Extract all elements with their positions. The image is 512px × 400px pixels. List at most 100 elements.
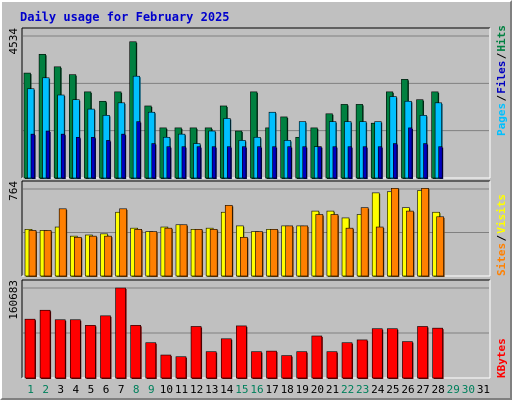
sites-bar-11 [179, 224, 188, 277]
pages-bar-17 [272, 146, 277, 179]
kbytes-bar-8 [130, 325, 141, 379]
pages-bar-9 [151, 143, 156, 179]
day-label-23: 23 [356, 383, 369, 396]
sites-bar-27 [421, 188, 429, 277]
sites-bar-9 [149, 231, 158, 277]
day-label-2: 2 [42, 383, 49, 396]
day-label-30: 30 [462, 383, 475, 396]
kbytes-bar-21 [326, 351, 338, 379]
pages-bar-12 [196, 146, 201, 179]
day-label-1: 1 [27, 383, 34, 396]
sites-bar-3 [58, 208, 67, 277]
legend-sites-visits-2: Visits [495, 194, 508, 234]
sites-bar-23 [360, 207, 369, 277]
day-label-9: 9 [148, 383, 155, 396]
kbytes-bar-4 [69, 319, 81, 379]
pages-bar-18 [287, 146, 292, 179]
sites-bar-18 [285, 225, 293, 277]
day-label-17: 17 [265, 383, 278, 396]
sites-bar-26 [406, 210, 414, 277]
kbytes-bar-1 [24, 318, 36, 379]
kbytes-bar-14 [220, 338, 232, 379]
pages-bar-2 [45, 130, 50, 179]
pages-bar-5 [91, 136, 96, 179]
sites-bar-24 [375, 226, 384, 277]
kbytes-bar-26 [402, 341, 413, 379]
sites-bar-19 [300, 225, 309, 277]
legend-hits-files-pages-1: / [495, 95, 508, 102]
sites-bar-25 [391, 188, 399, 277]
kbytes-bar-12 [190, 326, 202, 379]
pages-bar-19 [302, 146, 307, 179]
kbytes-bar-15 [236, 325, 247, 379]
day-label-16: 16 [250, 383, 263, 396]
day-label-25: 25 [386, 383, 399, 396]
legend-hits-files-pages-4: Hits [495, 25, 508, 52]
kbytes-bar-13 [205, 351, 217, 379]
legend-hits-files-pages-2: Files [495, 61, 508, 94]
sites-bar-7 [119, 208, 127, 277]
kbytes-bar-3 [54, 319, 66, 379]
day-label-28: 28 [432, 383, 445, 396]
pages-bar-14 [226, 146, 232, 179]
pages-bar-22 [347, 146, 352, 179]
pages-bar-16 [257, 146, 262, 179]
kbytes-bar-5 [85, 325, 96, 379]
day-label-13: 13 [205, 383, 218, 396]
kbytes-bar-28 [432, 327, 443, 379]
legend-kbytes-0: KBytes [495, 338, 508, 378]
day-label-7: 7 [118, 383, 125, 396]
kbytes-bar-22 [341, 342, 353, 379]
day-label-18: 18 [281, 383, 294, 396]
kbytes-bar-20 [311, 335, 323, 379]
sites-bar-1 [28, 230, 37, 277]
sites-bar-22 [345, 227, 354, 277]
sites-bar-12 [194, 229, 203, 277]
day-label-22: 22 [341, 383, 354, 396]
sites-bar-21 [330, 214, 339, 277]
kbytes-bar-6 [100, 315, 111, 379]
sites-bar-2 [43, 230, 52, 277]
kbytes-bar-27 [417, 326, 428, 379]
day-label-21: 21 [326, 383, 339, 396]
kbytes-bar-24 [371, 328, 383, 379]
sites-bar-4 [73, 236, 82, 277]
pages-bar-23 [362, 146, 368, 179]
sites-bar-15 [240, 236, 248, 277]
sites-bar-17 [270, 229, 278, 277]
legend-hits-files-pages-3: / [495, 52, 508, 59]
kbytes-bar-10 [160, 354, 172, 379]
chart-title: Daily usage for February 2025 [20, 10, 230, 24]
day-label-4: 4 [73, 383, 80, 396]
y-max-label-kbytes: 160683 [7, 280, 20, 320]
day-label-19: 19 [296, 383, 309, 396]
pages-bar-3 [60, 133, 66, 179]
pages-bar-21 [332, 146, 337, 179]
sites-bar-6 [104, 235, 112, 277]
y-max-label-hits: 4534 [7, 28, 20, 55]
pages-bar-26 [408, 127, 413, 179]
pages-bar-10 [166, 146, 171, 179]
sites-bar-8 [134, 229, 142, 277]
sites-bar-16 [255, 231, 263, 277]
kbytes-bar-23 [356, 339, 368, 379]
day-label-15: 15 [235, 383, 248, 396]
day-label-14: 14 [220, 383, 234, 396]
pages-bar-7 [121, 133, 126, 179]
sites-bar-5 [89, 235, 97, 277]
pages-bar-27 [423, 143, 428, 179]
sites-bar-10 [164, 227, 173, 277]
day-label-24: 24 [371, 383, 385, 396]
pages-bar-28 [438, 146, 443, 179]
pages-bar-6 [106, 140, 111, 179]
legend-hits-files-pages-0: Pages [495, 103, 508, 136]
sites-bar-20 [315, 214, 324, 277]
day-label-12: 12 [190, 383, 203, 396]
sites-bar-13 [209, 229, 218, 277]
kbytes-bar-2 [39, 309, 51, 379]
legend-sites-visits-0: Sites [495, 243, 508, 276]
pages-bar-13 [211, 146, 217, 179]
day-label-27: 27 [416, 383, 429, 396]
day-label-20: 20 [311, 383, 324, 396]
kbytes-bar-11 [175, 356, 187, 379]
